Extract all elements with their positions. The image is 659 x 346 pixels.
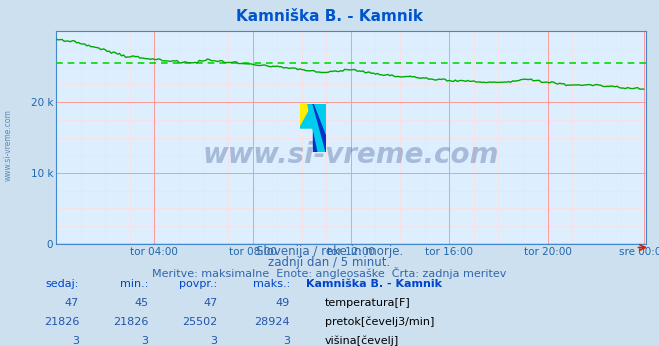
Text: www.si-vreme.com: www.si-vreme.com xyxy=(4,109,13,181)
Polygon shape xyxy=(300,104,313,128)
Text: povpr.:: povpr.: xyxy=(179,279,217,289)
Text: 3: 3 xyxy=(210,336,217,346)
Text: 21826: 21826 xyxy=(43,317,79,327)
Text: 25502: 25502 xyxy=(183,317,217,327)
Polygon shape xyxy=(308,104,326,152)
Text: Slovenija / reke in morje.: Slovenija / reke in morje. xyxy=(256,245,403,258)
Text: Kamniška B. - Kamnik: Kamniška B. - Kamnik xyxy=(236,9,423,24)
Text: 28924: 28924 xyxy=(254,317,290,327)
Text: 49: 49 xyxy=(275,298,290,308)
Text: 45: 45 xyxy=(134,298,148,308)
Text: 3: 3 xyxy=(141,336,148,346)
Text: Meritve: maksimalne  Enote: angleosaške  Črta: zadnja meritev: Meritve: maksimalne Enote: angleosaške Č… xyxy=(152,267,507,279)
Text: temperatura[F]: temperatura[F] xyxy=(325,298,411,308)
Text: sedaj:: sedaj: xyxy=(45,279,79,289)
Text: 21826: 21826 xyxy=(113,317,148,327)
Text: maks.:: maks.: xyxy=(252,279,290,289)
Text: 47: 47 xyxy=(65,298,79,308)
Text: zadnji dan / 5 minut.: zadnji dan / 5 minut. xyxy=(268,256,391,269)
Text: 3: 3 xyxy=(283,336,290,346)
Text: www.si-vreme.com: www.si-vreme.com xyxy=(203,140,499,169)
Polygon shape xyxy=(313,128,326,152)
Text: pretok[čevelj3/min]: pretok[čevelj3/min] xyxy=(325,317,434,327)
Polygon shape xyxy=(300,104,326,128)
Text: min.:: min.: xyxy=(120,279,148,289)
Text: 3: 3 xyxy=(72,336,79,346)
Text: višina[čevelj]: višina[čevelj] xyxy=(325,336,399,346)
Text: 47: 47 xyxy=(203,298,217,308)
Polygon shape xyxy=(313,104,326,152)
Text: Kamniška B. - Kamnik: Kamniška B. - Kamnik xyxy=(306,279,442,289)
